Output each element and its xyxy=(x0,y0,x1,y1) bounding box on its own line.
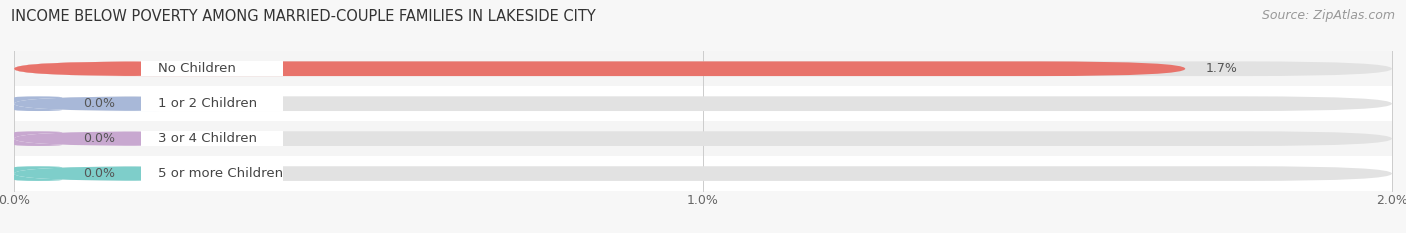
Text: 1.7%: 1.7% xyxy=(1206,62,1237,75)
FancyBboxPatch shape xyxy=(14,166,246,181)
Text: INCOME BELOW POVERTY AMONG MARRIED-COUPLE FAMILIES IN LAKESIDE CITY: INCOME BELOW POVERTY AMONG MARRIED-COUPL… xyxy=(11,9,596,24)
FancyBboxPatch shape xyxy=(14,61,246,76)
Bar xyxy=(14,86,1392,121)
Bar xyxy=(142,96,283,111)
FancyBboxPatch shape xyxy=(14,61,1185,76)
Bar xyxy=(14,156,1392,191)
Text: 1 or 2 Children: 1 or 2 Children xyxy=(157,97,257,110)
Text: 0.0%: 0.0% xyxy=(83,97,115,110)
Bar xyxy=(142,61,283,76)
Text: 0.0%: 0.0% xyxy=(83,132,115,145)
FancyBboxPatch shape xyxy=(14,166,62,181)
Text: No Children: No Children xyxy=(157,62,236,75)
FancyBboxPatch shape xyxy=(14,131,276,146)
FancyBboxPatch shape xyxy=(14,96,276,111)
Bar xyxy=(142,166,283,181)
FancyBboxPatch shape xyxy=(14,96,62,111)
Text: 5 or more Children: 5 or more Children xyxy=(157,167,283,180)
FancyBboxPatch shape xyxy=(14,61,276,76)
FancyBboxPatch shape xyxy=(14,96,246,111)
FancyBboxPatch shape xyxy=(14,61,1392,76)
Text: 0.0%: 0.0% xyxy=(83,167,115,180)
Bar xyxy=(14,121,1392,156)
Bar xyxy=(142,131,283,146)
FancyBboxPatch shape xyxy=(14,131,246,146)
Text: Source: ZipAtlas.com: Source: ZipAtlas.com xyxy=(1261,9,1395,22)
FancyBboxPatch shape xyxy=(14,96,1392,111)
FancyBboxPatch shape xyxy=(14,131,62,146)
FancyBboxPatch shape xyxy=(14,166,1392,181)
FancyBboxPatch shape xyxy=(14,131,1392,146)
FancyBboxPatch shape xyxy=(14,166,276,181)
Bar xyxy=(14,51,1392,86)
Text: 3 or 4 Children: 3 or 4 Children xyxy=(157,132,257,145)
